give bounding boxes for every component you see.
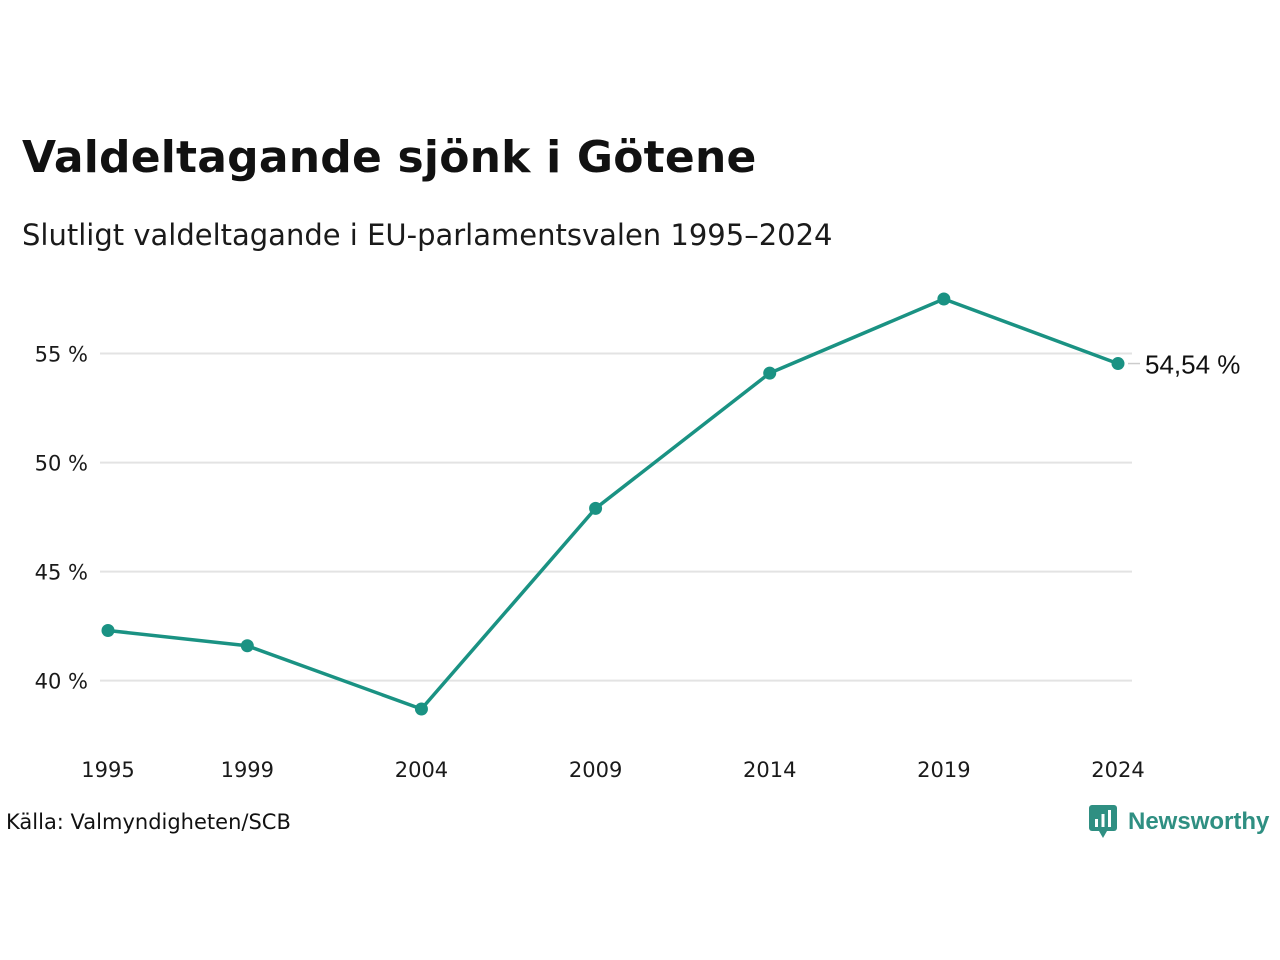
data-point <box>763 366 777 380</box>
x-tick-label: 1999 <box>221 758 274 782</box>
x-tick-label: 2024 <box>1091 758 1144 782</box>
newsworthy-logo-icon <box>1089 805 1117 838</box>
y-tick-label: 50 % <box>35 452 88 476</box>
source-note: Källa: Valmyndigheten/SCB <box>6 810 291 834</box>
data-point <box>589 501 603 515</box>
end-value-label: 54,54 % <box>1145 350 1240 380</box>
data-point <box>937 292 951 306</box>
grid-lines <box>100 352 1132 682</box>
x-tick-label: 2004 <box>395 758 448 782</box>
y-tick-label: 45 % <box>35 561 88 585</box>
data-point <box>414 702 428 716</box>
x-tick-label: 2019 <box>917 758 970 782</box>
x-tick-label: 2014 <box>743 758 796 782</box>
x-tick-label: 1995 <box>81 758 134 782</box>
data-point <box>1111 357 1125 371</box>
data-point <box>101 623 115 637</box>
series-points <box>101 292 1125 716</box>
chart-subtitle: Slutligt valdeltagande i EU-parlamentsva… <box>22 218 833 252</box>
end-label-group: 54,54 % <box>1128 350 1240 380</box>
y-tick-label: 55 % <box>35 343 88 367</box>
y-tick-label: 40 % <box>35 670 88 694</box>
brand-name: Newsworthy <box>1128 808 1270 835</box>
x-axis-ticks: 1995 1999 2004 2009 2014 2019 2024 <box>81 758 1144 782</box>
series-line-path <box>107 297 1119 711</box>
data-point <box>240 639 254 653</box>
chart-title: Valdeltagande sjönk i Götene <box>22 132 757 183</box>
brand-logo: Newsworthy <box>1088 804 1269 840</box>
x-tick-label: 2009 <box>569 758 622 782</box>
series-line <box>107 297 1119 711</box>
y-axis-ticks: 40 % 45 % 50 % 55 % <box>35 343 88 694</box>
